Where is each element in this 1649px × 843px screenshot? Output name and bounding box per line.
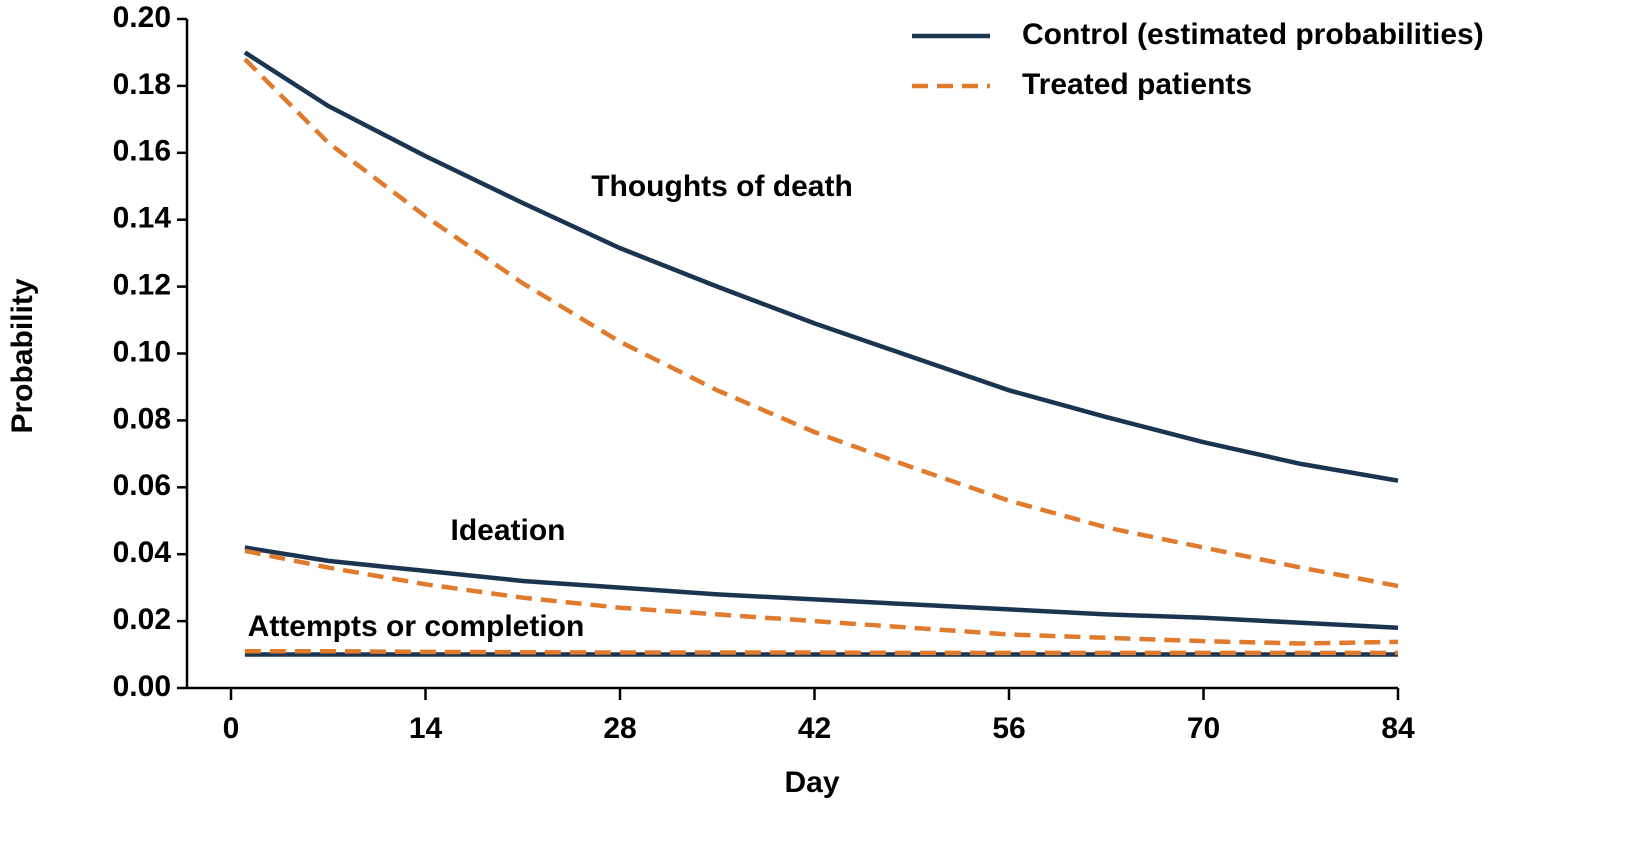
- x-tick-label: 70: [1187, 712, 1220, 745]
- y-tick-label: 0.02: [113, 603, 171, 636]
- x-tick-label: 28: [603, 712, 636, 745]
- y-tick-label: 0.12: [113, 269, 171, 302]
- y-tick-label: 0.00: [113, 670, 171, 703]
- curve: [244, 648, 1398, 656]
- curve: [244, 545, 1399, 631]
- y-tick-label: 0.14: [113, 202, 172, 235]
- legend-label: Treated patients: [1022, 68, 1252, 101]
- x-tick-label: 14: [409, 712, 443, 745]
- curve: [243, 57, 1399, 589]
- y-tick-label: 0.20: [113, 1, 171, 34]
- y-tick-label: 0.10: [113, 335, 171, 368]
- x-tick-label: 56: [992, 712, 1025, 745]
- y-tick-label: 0.08: [113, 402, 171, 435]
- legend-label: Control (estimated probabilities): [1022, 18, 1484, 51]
- y-tick-label: 0.04: [113, 536, 172, 569]
- curve-label: Attempts or completion: [248, 610, 585, 643]
- y-tick-label: 0.18: [113, 68, 171, 101]
- y-tick-label: 0.06: [113, 469, 171, 502]
- y-axis-label: Probability: [6, 278, 39, 433]
- x-axis-label: Day: [784, 766, 839, 799]
- curve-label: Ideation: [450, 514, 565, 547]
- curve: [243, 50, 1399, 483]
- curve: [244, 548, 1399, 646]
- x-tick-label: 0: [223, 712, 240, 745]
- curve-label: Thoughts of death: [591, 170, 853, 203]
- x-tick-label: 42: [798, 712, 831, 745]
- y-tick-label: 0.16: [113, 135, 171, 168]
- x-tick-label: 84: [1381, 712, 1415, 745]
